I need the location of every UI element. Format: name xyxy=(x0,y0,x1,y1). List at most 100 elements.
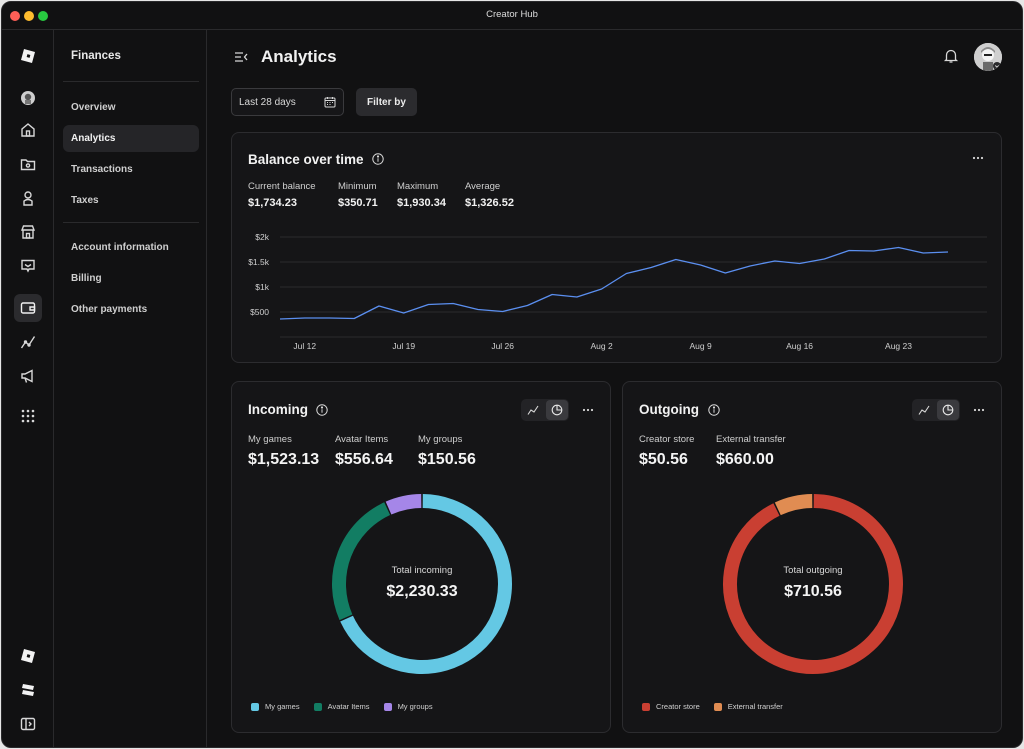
more-options-icon[interactable] xyxy=(972,407,986,413)
megaphone-icon[interactable] xyxy=(16,364,40,388)
donut-center: Total incoming $2,230.33 xyxy=(342,565,502,601)
filter-by-button[interactable]: Filter by xyxy=(356,88,417,116)
sidebar-item-billing[interactable]: Billing xyxy=(71,273,102,284)
line-chart-icon xyxy=(527,405,539,415)
sidebar-section-title: Finances xyxy=(71,50,121,62)
legend-swatch xyxy=(251,702,259,711)
close-window-button[interactable] xyxy=(10,11,20,21)
x-tick-label: Jul 19 xyxy=(392,341,415,351)
sidebar-item-transactions[interactable]: Transactions xyxy=(71,164,133,175)
stat-label: Creator store xyxy=(639,434,695,445)
info-icon[interactable] xyxy=(372,153,384,165)
x-tick-label: Jul 26 xyxy=(491,341,514,351)
stat-value: $1,326.52 xyxy=(465,197,514,209)
outgoing-donut-chart xyxy=(723,494,903,674)
donut-slice[interactable] xyxy=(774,494,813,516)
stat-label: Current balance xyxy=(248,181,316,192)
balance-series-line xyxy=(279,246,949,320)
collapse-menu-icon[interactable] xyxy=(234,50,248,64)
legend-item: Creator store xyxy=(642,702,700,711)
stat-value: $150.56 xyxy=(418,451,476,468)
donut-center: Total outgoing $710.56 xyxy=(733,565,893,601)
user-avatar-icon[interactable] xyxy=(16,86,40,110)
date-range-value: Last 28 days xyxy=(239,96,296,108)
sidebar-item-account-information[interactable]: Account information xyxy=(71,242,169,253)
calendar-icon xyxy=(324,97,336,108)
line-chart-icon xyxy=(918,405,930,415)
stat-value: $1,930.34 xyxy=(397,197,446,209)
y-tick-label: $1k xyxy=(255,282,269,292)
sidebar-item-overview[interactable]: Overview xyxy=(71,102,116,113)
total-outgoing-value: $710.56 xyxy=(784,583,842,600)
legend-label: My groups xyxy=(397,702,433,711)
more-options-icon[interactable] xyxy=(581,407,595,413)
stat-label: External transfer xyxy=(716,434,786,445)
main-content: Analytics Last 28 days Filter by Balance… xyxy=(208,30,1022,747)
window-title: Creator Hub xyxy=(486,9,538,20)
sidebar-item-analytics[interactable]: Analytics xyxy=(63,125,199,152)
total-incoming-label: Total incoming xyxy=(391,565,453,576)
analytics-icon[interactable] xyxy=(16,330,40,354)
stat-value: $556.64 xyxy=(335,451,393,468)
legend-item: External transfer xyxy=(713,702,783,711)
chart-type-toggle xyxy=(521,399,569,421)
incoming-donut-chart xyxy=(332,494,512,674)
finances-sidebar: Finances Overview Analytics Transactions… xyxy=(55,30,207,747)
notifications-bell-icon[interactable] xyxy=(943,48,959,64)
y-tick-label: $500 xyxy=(250,307,269,317)
x-tick-label: Aug 23 xyxy=(885,341,912,351)
stat-value: $1,523.13 xyxy=(248,451,320,468)
profile-avatar[interactable] xyxy=(974,43,1002,71)
pie-chart-icon xyxy=(551,404,563,416)
avatar-items-icon[interactable] xyxy=(16,186,40,210)
stat-label: Avatar Items xyxy=(335,434,389,445)
stat-label: Minimum xyxy=(338,181,377,192)
legend-label: External transfer xyxy=(727,702,783,711)
outgoing-title: Outgoing xyxy=(639,402,699,417)
more-options-icon[interactable] xyxy=(971,155,985,161)
legend-item: Avatar Items xyxy=(313,702,370,711)
maximize-window-button[interactable] xyxy=(38,11,48,21)
messages-icon[interactable] xyxy=(16,254,40,278)
sidebar-item-other-payments[interactable]: Other payments xyxy=(71,304,148,315)
icon-rail xyxy=(2,30,54,747)
apps-grid-icon[interactable] xyxy=(16,404,40,428)
legend-swatch xyxy=(313,702,322,711)
donut-slice[interactable] xyxy=(340,494,512,674)
line-chart-toggle[interactable] xyxy=(913,400,935,420)
legend-item: My groups xyxy=(383,702,433,711)
store-icon[interactable] xyxy=(16,220,40,244)
legend-swatch xyxy=(642,702,650,711)
stat-value: $350.71 xyxy=(338,197,378,209)
roblox-studio-icon[interactable] xyxy=(16,678,40,702)
legend-label: Avatar Items xyxy=(327,702,370,711)
sidebar-toggle-icon[interactable] xyxy=(16,712,40,736)
info-icon[interactable] xyxy=(708,404,720,416)
incoming-title: Incoming xyxy=(248,402,308,417)
minimize-window-button[interactable] xyxy=(24,11,34,21)
donut-slice[interactable] xyxy=(385,494,422,515)
chart-type-toggle xyxy=(912,399,960,421)
date-range-picker[interactable]: Last 28 days xyxy=(231,88,344,116)
roblox-app-icon[interactable] xyxy=(16,644,40,668)
line-chart-toggle[interactable] xyxy=(522,400,544,420)
home-icon[interactable] xyxy=(16,118,40,142)
info-icon[interactable] xyxy=(316,404,328,416)
donut-slice[interactable] xyxy=(723,494,903,674)
pie-chart-toggle[interactable] xyxy=(546,400,568,420)
legend-label: My games xyxy=(265,702,300,711)
sidebar-item-taxes[interactable]: Taxes xyxy=(71,195,99,206)
balance-line-chart: $500 $1k $1.5k $2k Jul 12 Jul 19 Jul 26 Aug 2 Au… xyxy=(248,232,987,351)
total-outgoing-label: Total outgoing xyxy=(783,565,843,576)
folder-icon[interactable] xyxy=(16,152,40,176)
legend-swatch xyxy=(713,702,722,711)
pie-chart-toggle[interactable] xyxy=(937,400,959,420)
balance-title: Balance over time xyxy=(248,152,364,167)
x-tick-label: Jul 12 xyxy=(293,341,316,351)
roblox-logo-icon[interactable] xyxy=(16,44,40,68)
wallet-icon[interactable] xyxy=(14,294,42,322)
legend-swatch xyxy=(383,702,392,711)
legend-item: My games xyxy=(251,702,300,711)
donut-slice[interactable] xyxy=(332,502,391,621)
